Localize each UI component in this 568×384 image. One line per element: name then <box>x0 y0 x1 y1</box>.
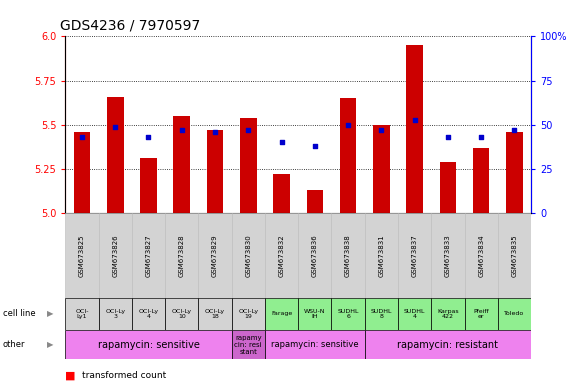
Bar <box>99 213 132 298</box>
Text: ■: ■ <box>65 371 76 381</box>
Bar <box>332 298 365 330</box>
Text: GSM673838: GSM673838 <box>345 234 351 277</box>
Bar <box>265 213 298 298</box>
Bar <box>198 213 232 298</box>
Bar <box>74 132 90 213</box>
Bar <box>173 116 190 213</box>
Bar <box>265 298 298 330</box>
Bar <box>99 298 132 330</box>
Text: GSM673825: GSM673825 <box>79 234 85 276</box>
Bar <box>365 298 398 330</box>
Text: SUDHL
4: SUDHL 4 <box>404 308 425 319</box>
Point <box>111 124 120 130</box>
Bar <box>465 213 498 298</box>
Text: OCI-Ly
19: OCI-Ly 19 <box>238 308 258 319</box>
Text: GSM673830: GSM673830 <box>245 234 251 277</box>
Bar <box>298 298 332 330</box>
Text: OCI-Ly
3: OCI-Ly 3 <box>105 308 126 319</box>
Text: cell line: cell line <box>3 310 35 318</box>
Bar <box>465 298 498 330</box>
Bar <box>340 98 357 213</box>
Bar <box>65 298 99 330</box>
Bar <box>440 162 456 213</box>
Text: rapamycin: resistant: rapamycin: resistant <box>398 339 498 350</box>
Text: GSM673837: GSM673837 <box>412 234 417 277</box>
Text: rapamycin: sensitive: rapamycin: sensitive <box>271 340 358 349</box>
Point <box>410 116 419 122</box>
Bar <box>273 174 290 213</box>
Bar <box>307 190 323 213</box>
Bar <box>332 213 365 298</box>
Text: Pfeiff
er: Pfeiff er <box>473 308 489 319</box>
Bar <box>132 298 165 330</box>
Text: ▶: ▶ <box>47 340 53 349</box>
Bar <box>473 148 490 213</box>
Text: OCI-Ly
4: OCI-Ly 4 <box>139 308 158 319</box>
Point <box>310 143 319 149</box>
Bar <box>232 213 265 298</box>
Text: SUDHL
8: SUDHL 8 <box>371 308 392 319</box>
Point <box>277 139 286 146</box>
Bar <box>365 330 531 359</box>
Bar <box>298 213 332 298</box>
Bar <box>232 298 265 330</box>
Text: GSM673835: GSM673835 <box>511 234 517 277</box>
Text: ▶: ▶ <box>47 310 53 318</box>
Bar <box>165 213 198 298</box>
Point <box>144 134 153 140</box>
Point <box>377 127 386 133</box>
Text: Toledo: Toledo <box>504 311 525 316</box>
Bar <box>398 298 431 330</box>
Text: rapamy
cin: resi
stant: rapamy cin: resi stant <box>235 334 262 355</box>
Text: GSM673833: GSM673833 <box>445 234 451 277</box>
Point <box>510 127 519 133</box>
Text: SUDHL
6: SUDHL 6 <box>337 308 359 319</box>
Text: GSM673836: GSM673836 <box>312 234 318 277</box>
Bar <box>498 298 531 330</box>
Bar <box>431 213 465 298</box>
Text: Karpas
422: Karpas 422 <box>437 308 459 319</box>
Text: other: other <box>3 340 26 349</box>
Bar <box>165 298 198 330</box>
Text: transformed count: transformed count <box>82 371 166 379</box>
Text: GSM673827: GSM673827 <box>145 234 152 277</box>
Text: GSM673828: GSM673828 <box>179 234 185 277</box>
Point <box>477 134 486 140</box>
Bar <box>365 213 398 298</box>
Bar <box>132 213 165 298</box>
Point <box>177 127 186 133</box>
Text: GSM673826: GSM673826 <box>112 234 118 277</box>
Bar <box>398 213 431 298</box>
Text: GSM673829: GSM673829 <box>212 234 218 277</box>
Text: OCI-Ly
18: OCI-Ly 18 <box>205 308 225 319</box>
Point <box>244 127 253 133</box>
Bar <box>506 132 523 213</box>
Bar <box>140 158 157 213</box>
Text: GSM673831: GSM673831 <box>378 234 385 277</box>
Point <box>444 134 453 140</box>
Bar <box>240 118 257 213</box>
Bar <box>107 96 124 213</box>
Bar <box>373 125 390 213</box>
Bar <box>406 45 423 213</box>
Bar <box>207 130 223 213</box>
Point <box>211 129 220 135</box>
Text: Farage: Farage <box>271 311 292 316</box>
Bar <box>198 298 232 330</box>
Text: OCI-Ly
10: OCI-Ly 10 <box>172 308 192 319</box>
Text: OCI-
Ly1: OCI- Ly1 <box>75 308 89 319</box>
Bar <box>431 298 465 330</box>
Text: GSM673832: GSM673832 <box>278 234 285 277</box>
Bar <box>265 330 365 359</box>
Text: WSU-N
IH: WSU-N IH <box>304 308 325 319</box>
Bar <box>498 213 531 298</box>
Text: rapamycin: sensitive: rapamycin: sensitive <box>98 339 199 350</box>
Bar <box>65 213 99 298</box>
Bar <box>232 330 265 359</box>
Point <box>344 122 353 128</box>
Text: GDS4236 / 7970597: GDS4236 / 7970597 <box>60 19 200 33</box>
Bar <box>65 330 232 359</box>
Point <box>77 134 86 140</box>
Text: GSM673834: GSM673834 <box>478 234 484 277</box>
